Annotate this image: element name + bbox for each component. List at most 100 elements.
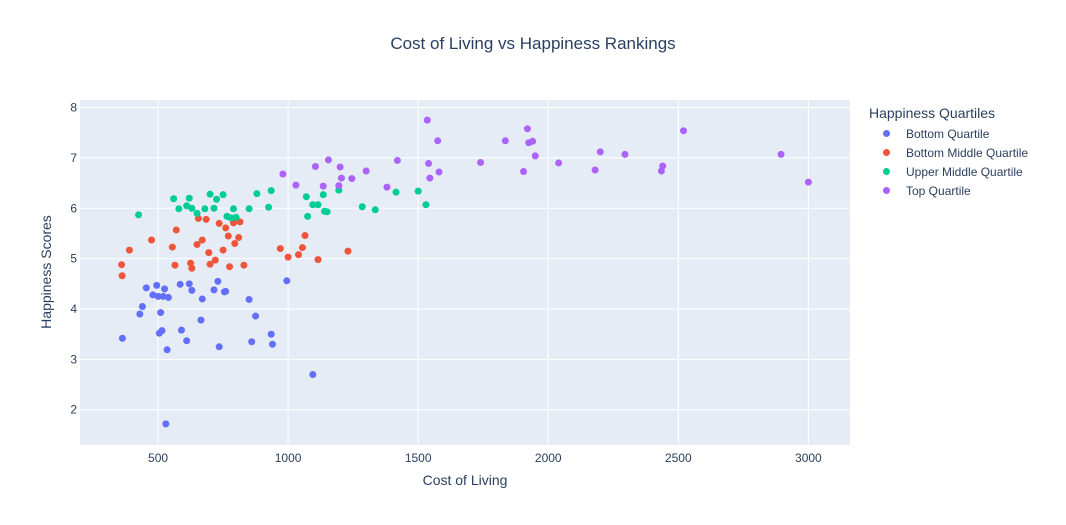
data-point[interactable] (170, 195, 178, 203)
data-point[interactable] (164, 293, 172, 301)
data-point[interactable] (529, 137, 537, 145)
data-point[interactable] (659, 162, 667, 170)
data-point[interactable] (319, 191, 327, 199)
data-point[interactable] (148, 236, 156, 244)
data-point[interactable] (125, 246, 133, 254)
data-point[interactable] (393, 156, 401, 164)
data-point[interactable] (423, 116, 431, 124)
data-point[interactable] (183, 202, 191, 210)
data-point[interactable] (197, 316, 205, 324)
data-point[interactable] (596, 148, 604, 156)
data-point[interactable] (118, 261, 126, 269)
data-point[interactable] (337, 174, 345, 182)
data-point[interactable] (176, 280, 184, 288)
data-point[interactable] (183, 337, 191, 345)
data-point[interactable] (171, 261, 179, 269)
data-point[interactable] (240, 261, 248, 269)
data-point[interactable] (118, 272, 126, 280)
data-point[interactable] (295, 251, 303, 259)
data-point[interactable] (168, 243, 176, 251)
data-point[interactable] (371, 206, 379, 214)
data-point[interactable] (188, 204, 196, 212)
data-point[interactable] (531, 152, 539, 160)
data-point[interactable] (210, 204, 218, 212)
data-point[interactable] (227, 214, 235, 222)
data-points[interactable] (118, 116, 812, 428)
data-point[interactable] (335, 182, 343, 190)
data-point[interactable] (188, 264, 196, 272)
data-point[interactable] (301, 231, 309, 239)
data-point[interactable] (680, 127, 688, 135)
data-point[interactable] (304, 212, 312, 220)
data-point[interactable] (434, 137, 442, 145)
data-point[interactable] (214, 277, 222, 285)
data-point[interactable] (185, 280, 193, 288)
data-point[interactable] (118, 334, 126, 342)
data-point[interactable] (245, 295, 253, 303)
data-point[interactable] (302, 193, 310, 201)
data-point[interactable] (215, 343, 223, 351)
data-point[interactable] (414, 187, 422, 195)
data-point[interactable] (163, 346, 171, 354)
data-point[interactable] (269, 340, 276, 348)
data-point[interactable] (224, 232, 232, 240)
data-point[interactable] (323, 208, 331, 216)
data-point[interactable] (426, 174, 434, 182)
data-point[interactable] (161, 285, 169, 293)
data-point[interactable] (248, 338, 256, 346)
data-point[interactable] (477, 158, 485, 166)
data-point[interactable] (172, 226, 180, 234)
data-point[interactable] (425, 159, 433, 167)
legend-item-top-quartile[interactable]: Top Quartile (869, 181, 1028, 200)
data-point[interactable] (309, 370, 317, 378)
data-point[interactable] (392, 188, 400, 196)
data-point[interactable] (314, 256, 322, 264)
data-point[interactable] (245, 205, 253, 213)
data-point[interactable] (314, 201, 322, 209)
data-point[interactable] (193, 241, 201, 249)
data-point[interactable] (520, 168, 528, 176)
data-point[interactable] (222, 287, 230, 295)
data-point[interactable] (252, 312, 260, 320)
data-point[interactable] (193, 209, 201, 217)
data-point[interactable] (311, 162, 319, 170)
data-point[interactable] (162, 420, 170, 428)
data-point[interactable] (222, 224, 230, 232)
data-point[interactable] (358, 203, 366, 211)
data-point[interactable] (253, 190, 261, 198)
data-point[interactable] (279, 170, 287, 178)
data-point[interactable] (138, 302, 146, 310)
data-point[interactable] (276, 245, 284, 253)
data-point[interactable] (435, 168, 443, 176)
data-point[interactable] (153, 281, 161, 289)
data-point[interactable] (267, 330, 275, 338)
data-point[interactable] (154, 292, 162, 300)
data-point[interactable] (422, 201, 430, 209)
data-point[interactable] (231, 240, 239, 248)
data-point[interactable] (336, 163, 344, 171)
data-point[interactable] (206, 190, 214, 198)
data-point[interactable] (159, 292, 167, 300)
data-point[interactable] (298, 244, 306, 252)
data-point[interactable] (210, 286, 218, 294)
data-point[interactable] (206, 260, 214, 268)
data-point[interactable] (265, 203, 273, 211)
data-point[interactable] (188, 286, 196, 294)
data-point[interactable] (777, 150, 785, 158)
data-point[interactable] (158, 327, 166, 335)
data-point[interactable] (362, 167, 370, 175)
data-point[interactable] (185, 194, 193, 202)
data-point[interactable] (292, 181, 300, 189)
data-point[interactable] (211, 256, 219, 264)
data-point[interactable] (229, 205, 237, 213)
data-point[interactable] (136, 310, 144, 318)
data-point[interactable] (205, 249, 213, 257)
data-point[interactable] (555, 159, 563, 167)
legend-item-bottom-quartile[interactable]: Bottom Quartile (869, 124, 1028, 143)
data-point[interactable] (157, 309, 165, 317)
data-point[interactable] (177, 326, 185, 334)
data-point[interactable] (198, 236, 206, 244)
data-point[interactable] (142, 284, 150, 292)
data-point[interactable] (621, 150, 629, 158)
data-point[interactable] (344, 247, 352, 255)
